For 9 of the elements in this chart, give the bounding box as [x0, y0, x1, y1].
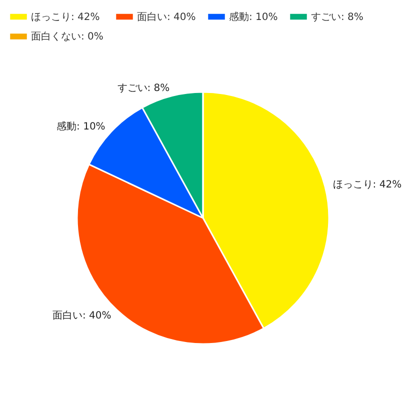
slice-label: ほっこり: 42%	[332, 180, 402, 191]
slice-label: 面白い: 40%	[52, 310, 112, 322]
legend-label: 面白い: 40%	[137, 10, 196, 23]
legend-label: 感動: 10%	[229, 10, 278, 23]
slice-label: 感動: 10%	[56, 120, 106, 132]
legend-label: ほっこり: 42%	[31, 12, 100, 23]
legend-label: すごい: 8%	[311, 12, 364, 23]
legend-label: 面白くない: 0%	[31, 30, 104, 42]
slice-label: すごい: 8%	[117, 83, 170, 94]
